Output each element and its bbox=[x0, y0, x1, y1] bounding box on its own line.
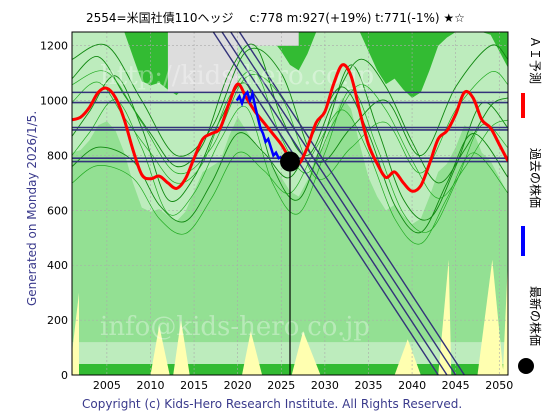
gray-region bbox=[167, 32, 238, 93]
yellow-region bbox=[242, 331, 263, 375]
data-series bbox=[72, 63, 508, 375]
trend-line bbox=[229, 32, 457, 375]
yellow-region bbox=[394, 339, 421, 375]
x-tick-label: 2050 bbox=[485, 379, 513, 392]
legend-ai-label: ＡＩ予測 bbox=[528, 36, 542, 84]
y-tick-label: 200 bbox=[47, 314, 68, 327]
trend-line bbox=[221, 32, 448, 375]
chart-title: 2554=米国社債110ヘッジ c:778 m:927(+19%) t:771(… bbox=[86, 10, 465, 25]
yellow-region bbox=[150, 325, 170, 375]
yellow-region bbox=[477, 259, 504, 375]
generated-date-label: Generated on Monday 2026/1/5. bbox=[25, 111, 39, 306]
legend-latest-marker bbox=[518, 358, 534, 374]
green-projection-curve bbox=[72, 43, 508, 184]
x-tick-label: 2045 bbox=[442, 379, 470, 392]
trend-line bbox=[238, 32, 465, 375]
yellow-region bbox=[72, 292, 79, 375]
gray-region bbox=[237, 32, 299, 46]
horizontal-level-lines bbox=[72, 91, 508, 163]
legend-past-label: 過去の株価 bbox=[528, 148, 543, 208]
legend: ＡＩ予測 過去の株価 最新の株価 bbox=[518, 36, 543, 374]
x-tick-label: 2015 bbox=[180, 379, 208, 392]
y-tick-label: 1200 bbox=[40, 40, 68, 53]
x-tick-label: 2035 bbox=[354, 379, 382, 392]
y-tick-label: 600 bbox=[47, 204, 68, 217]
x-axis-ticks: 2005 2010 2015 2020 2025 2030 2035 2040 2045 2050 bbox=[93, 379, 513, 392]
shaded-regions bbox=[72, 32, 508, 375]
plot-frame bbox=[71, 31, 509, 376]
copyright: Copyright (c) Kids-Hero Research Institu… bbox=[82, 397, 462, 411]
past-price-line bbox=[235, 89, 282, 160]
y-tick-label: 0 bbox=[61, 369, 68, 382]
x-tick-label: 2005 bbox=[93, 379, 121, 392]
legend-past-swatch bbox=[521, 226, 525, 256]
latest-price-marker bbox=[280, 151, 300, 172]
x-tick-label: 2040 bbox=[398, 379, 426, 392]
green-projection-curve bbox=[72, 70, 508, 180]
yellow-region bbox=[291, 331, 321, 375]
yellow-region bbox=[502, 259, 508, 375]
x-tick-label: 2030 bbox=[311, 379, 339, 392]
trend-lines bbox=[212, 32, 465, 375]
legend-latest-label: 最新の株価 bbox=[528, 286, 543, 346]
legend-ai-swatch bbox=[521, 93, 525, 118]
x-tick-label: 2025 bbox=[267, 379, 295, 392]
green-projection-curve bbox=[72, 43, 508, 164]
yellow-region bbox=[438, 259, 452, 375]
y-tick-label: 400 bbox=[47, 259, 68, 272]
x-tick-label: 2020 bbox=[224, 379, 252, 392]
y-axis-ticks: 0 200 400 600 800 1000 1200 bbox=[40, 40, 68, 382]
yellow-region bbox=[173, 320, 190, 375]
trend-line bbox=[212, 32, 439, 375]
green-projection-curve bbox=[72, 89, 508, 233]
watermark-text: info@kids-hero.co.jp bbox=[100, 312, 370, 342]
y-tick-label: 800 bbox=[47, 149, 68, 162]
y-tick-label: 1000 bbox=[40, 95, 68, 108]
x-tick-label: 2010 bbox=[136, 379, 164, 392]
